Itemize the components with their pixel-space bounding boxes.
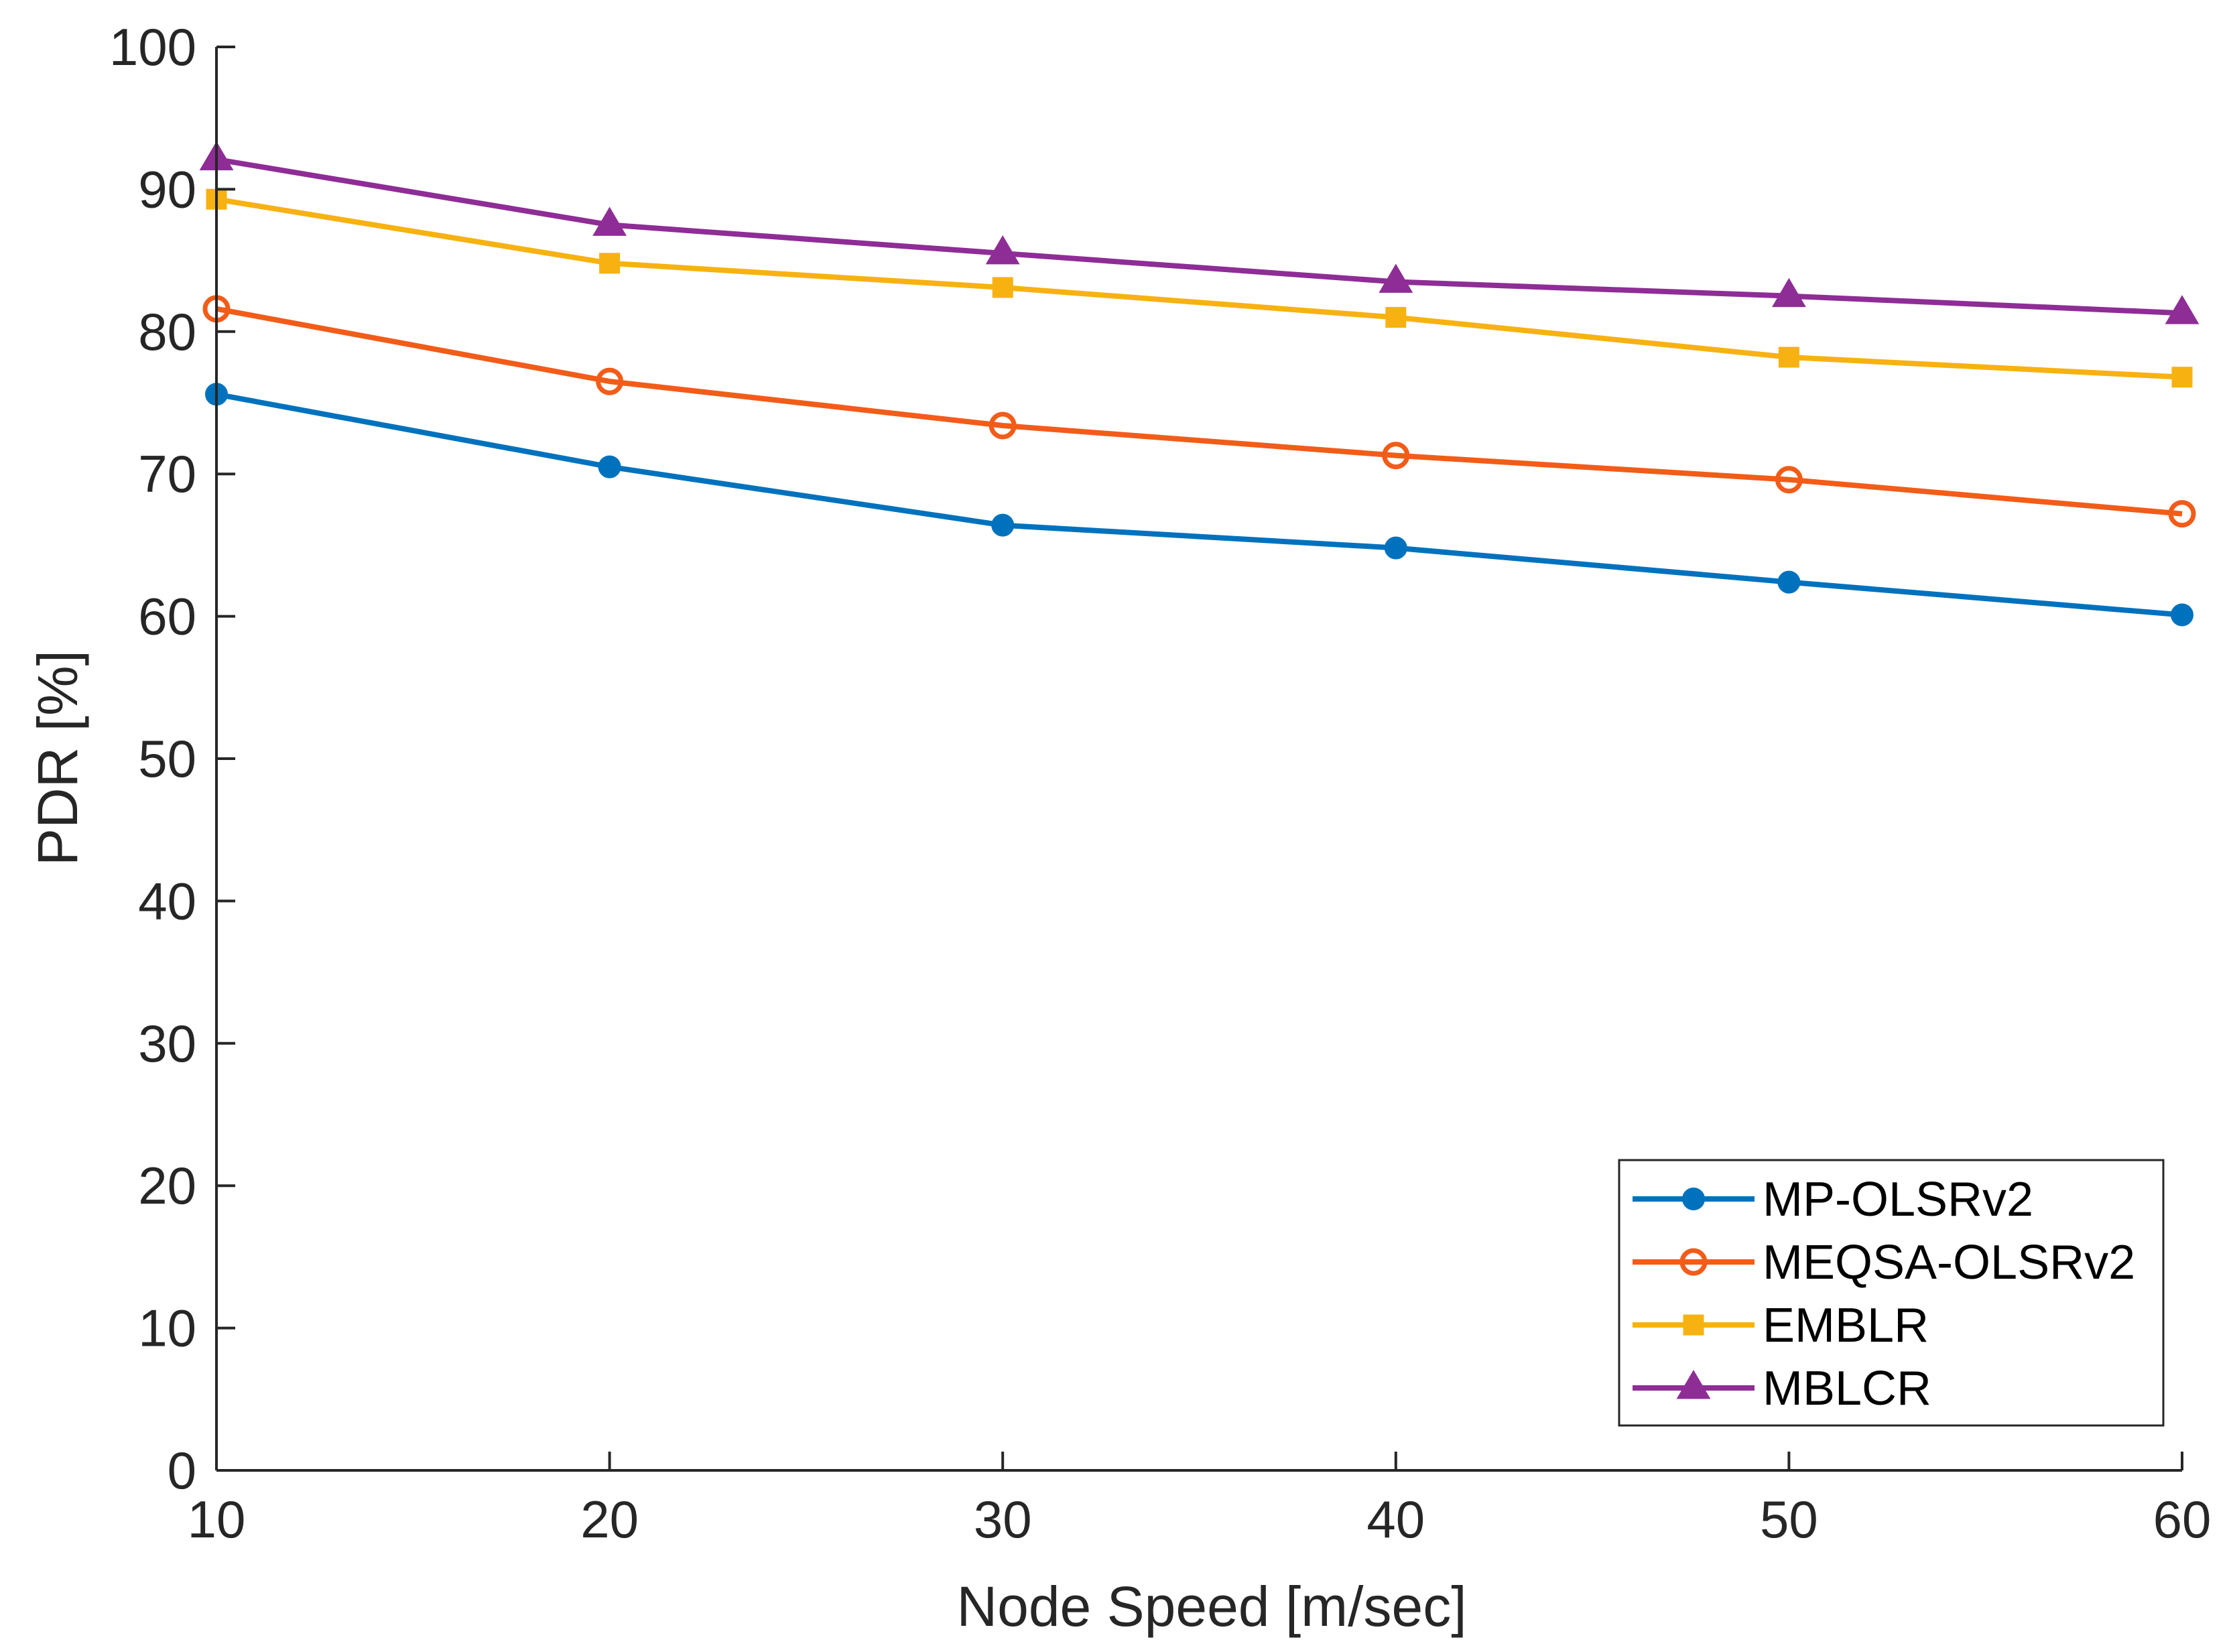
series-line-emblr	[216, 196, 2183, 380]
x-tick-label: 60	[2153, 1490, 2212, 1549]
series-mblcr	[199, 141, 2200, 324]
legend-label: MBLCR	[1763, 1362, 1931, 1415]
y-tick-label: 100	[109, 17, 196, 76]
data-point-emblr	[2171, 367, 2193, 388]
y-axis-title: PDR [%]	[26, 650, 89, 866]
series-mp-olsrv2	[205, 383, 2193, 627]
y-tick-label: 10	[138, 1299, 196, 1358]
y-tick-label: 70	[138, 444, 196, 503]
series-emblr	[206, 188, 2193, 388]
data-point-mblcr	[1379, 263, 1413, 293]
data-point-mp-olsrv2	[598, 455, 621, 479]
data-point-mblcr	[2165, 295, 2200, 324]
data-point-meqsa-olsrv2	[1382, 442, 1410, 470]
legend-item: MBLCR	[1633, 1362, 1931, 1415]
data-point-mp-olsrv2	[1384, 536, 1407, 560]
legend-label: MP-OLSRv2	[1763, 1173, 2033, 1226]
y-tick-label: 50	[138, 729, 196, 788]
x-axis-title: Node Speed [m/sec]	[956, 1575, 1466, 1638]
series-line-meqsa-olsrv2	[216, 306, 2183, 517]
x-tick-label: 20	[580, 1490, 639, 1549]
data-point-mblcr	[592, 206, 627, 236]
y-tick-label: 0	[168, 1441, 196, 1500]
series-meqsa-olsrv2	[202, 295, 2196, 528]
data-point-mp-olsrv2	[1777, 570, 1801, 594]
data-point-meqsa-olsrv2	[596, 367, 624, 395]
legend-item: MP-OLSRv2	[1633, 1173, 2033, 1226]
legend-swatch-marker	[1682, 1188, 1705, 1210]
legend-swatch-marker	[1683, 1314, 1704, 1336]
data-point-mblcr	[985, 235, 1020, 265]
y-tick-label: 30	[138, 1014, 196, 1073]
data-point-emblr	[1778, 346, 1799, 368]
y-tick-label: 20	[138, 1156, 196, 1215]
data-point-emblr	[992, 277, 1013, 298]
legend-box	[1618, 1159, 2165, 1427]
x-tick-label: 50	[1760, 1490, 1818, 1549]
y-tick-label: 80	[138, 302, 196, 361]
legend-label: EMBLR	[1763, 1299, 1929, 1352]
x-tick-label: 40	[1366, 1490, 1425, 1549]
x-tick-label: 30	[974, 1490, 1032, 1549]
data-point-meqsa-olsrv2	[989, 411, 1017, 440]
legend-item: MEQSA-OLSRv2	[1633, 1236, 2135, 1289]
plot-area	[199, 141, 2200, 627]
y-tick-label: 40	[138, 871, 196, 930]
series-line-mblcr	[216, 156, 2183, 316]
y-tick-label: 60	[138, 587, 196, 646]
data-point-mp-olsrv2	[2171, 603, 2193, 627]
legend-label: MEQSA-OLSRv2	[1763, 1236, 2135, 1289]
legend-swatch-marker	[1679, 1248, 1708, 1276]
data-point-meqsa-olsrv2	[1775, 466, 1803, 494]
x-tick-label: 10	[188, 1490, 246, 1549]
data-point-emblr	[599, 253, 621, 274]
legend-swatch-marker	[1676, 1370, 1711, 1399]
series-line-mp-olsrv2	[216, 391, 2183, 618]
legend: MP-OLSRv2 MEQSA-OLSRv2 EMBLR MBLCR	[1618, 1159, 2165, 1427]
y-tick-label: 90	[138, 160, 196, 218]
data-point-mblcr	[1771, 277, 1806, 308]
legend-item: EMBLR	[1633, 1299, 1929, 1352]
data-point-emblr	[1385, 307, 1407, 328]
data-point-meqsa-olsrv2	[2168, 500, 2196, 528]
data-point-mp-olsrv2	[991, 513, 1015, 537]
